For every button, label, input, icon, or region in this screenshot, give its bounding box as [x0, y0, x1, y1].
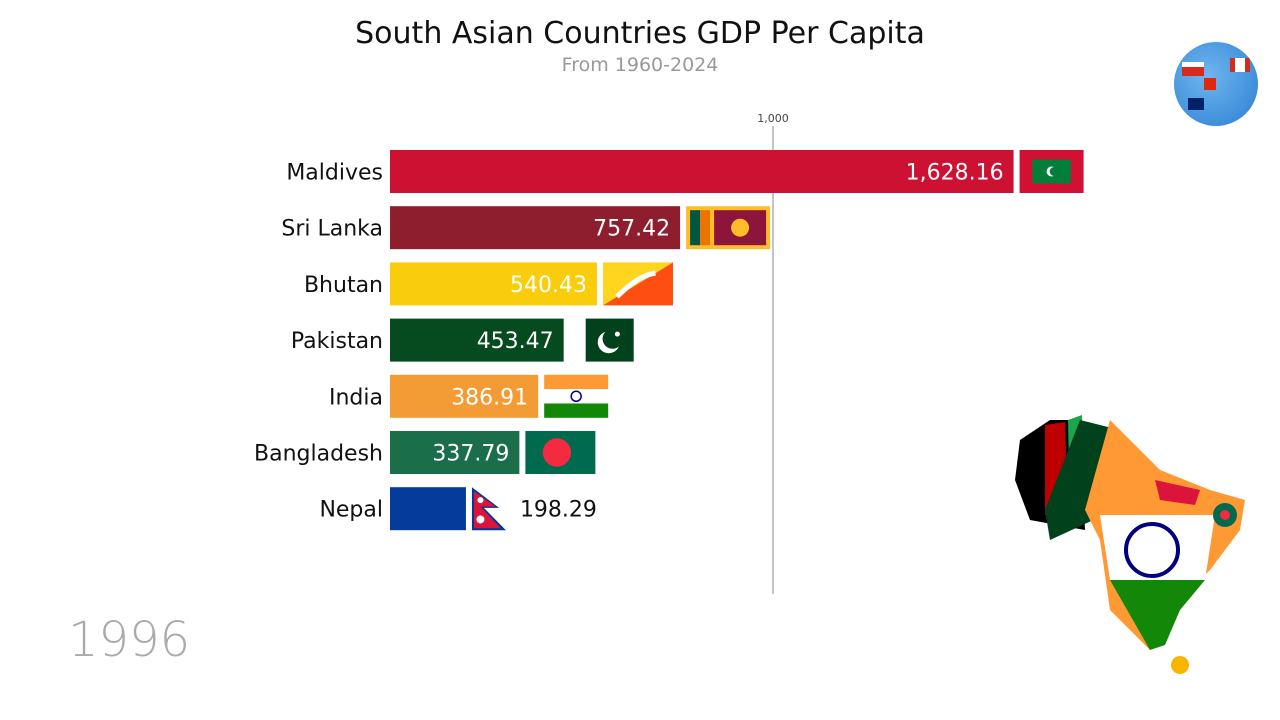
category-label: Maldives: [286, 161, 383, 186]
chart-subtitle: From 1960-2024: [561, 54, 719, 76]
flag-part: [544, 374, 609, 390]
value-label: 1,628.16: [906, 161, 1004, 186]
flag-part: [476, 515, 485, 524]
south-asia-map-icon: [1015, 415, 1245, 674]
bar-india: [390, 374, 539, 418]
flag-part: [731, 218, 750, 237]
value-label: 337.79: [432, 442, 509, 467]
bhutan-flag-icon: [602, 262, 673, 306]
maldives-flag-icon: [1019, 150, 1084, 193]
category-label: Bangladesh: [254, 442, 383, 467]
pakistan-flag-icon: [585, 318, 634, 362]
category-label: Nepal: [319, 498, 383, 523]
bar-sri-lanka: [390, 206, 681, 250]
bangladesh-flag-icon: [525, 431, 596, 474]
bar-pakistan: [390, 318, 564, 362]
bar-maldives: [390, 150, 1014, 193]
value-label: 453.47: [477, 329, 554, 354]
category-label: Pakistan: [291, 329, 383, 354]
flag-part: [544, 389, 609, 404]
sri-lanka-flag-icon: [686, 206, 771, 250]
flag-part: [544, 403, 609, 418]
flag-part: [542, 438, 572, 467]
value-label: 386.91: [451, 385, 528, 410]
flag-part: [570, 390, 582, 403]
chart-title: South Asian Countries GDP Per Capita: [355, 16, 925, 51]
value-label: 757.42: [593, 217, 670, 242]
bar-bangladesh: [390, 431, 520, 474]
nepal-flag-icon: [471, 487, 506, 531]
flag-part: [1049, 167, 1059, 176]
value-label: 198.29: [520, 498, 597, 523]
flag-part: [614, 331, 620, 337]
value-label: 540.43: [510, 273, 587, 298]
category-label: Sri Lanka: [281, 217, 383, 242]
bar-nepal: [390, 487, 466, 531]
india-flag-icon: [544, 374, 609, 418]
category-label: Bhutan: [304, 273, 383, 298]
flag-part: [615, 270, 656, 299]
year-label: 1996: [68, 612, 191, 668]
flag-part: [477, 497, 484, 504]
category-label: India: [329, 385, 383, 410]
flag-part: [602, 328, 623, 349]
x-tick-label: 1,000: [757, 112, 789, 125]
flag-part: [690, 210, 701, 246]
bar-bhutan: [390, 262, 597, 306]
flag-part: [700, 210, 711, 246]
globe-icon: [1174, 42, 1258, 126]
